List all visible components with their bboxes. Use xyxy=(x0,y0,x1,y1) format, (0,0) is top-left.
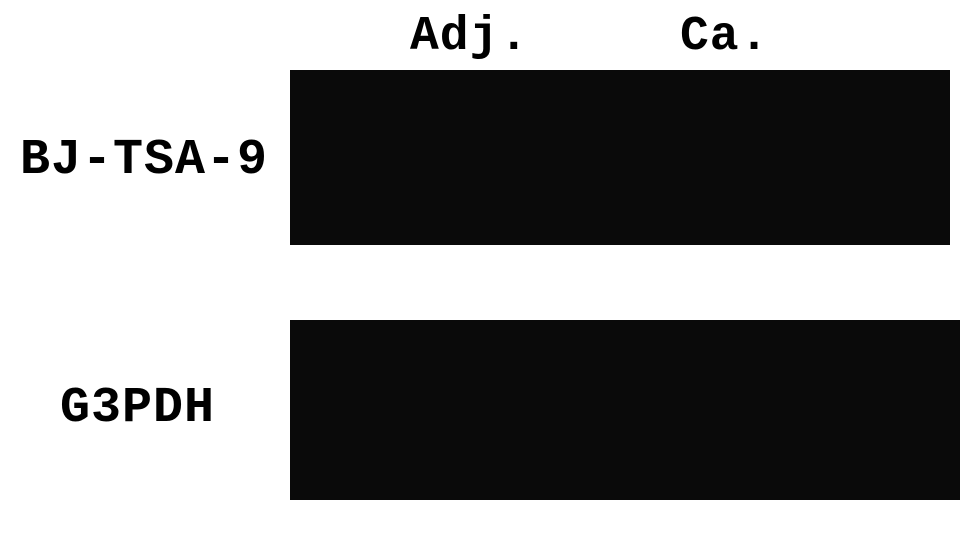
blot-g3pdh xyxy=(290,320,960,500)
row-label-bj-tsa-9: BJ-TSA-9 xyxy=(20,132,268,189)
column-header-adj: Adj. xyxy=(410,10,529,64)
blot-bj-tsa-9 xyxy=(290,70,950,245)
gel-blot-figure: Adj. Ca. BJ-TSA-9 G3PDH xyxy=(0,0,964,539)
column-header-ca: Ca. xyxy=(680,10,769,64)
row-label-g3pdh: G3PDH xyxy=(60,380,215,437)
